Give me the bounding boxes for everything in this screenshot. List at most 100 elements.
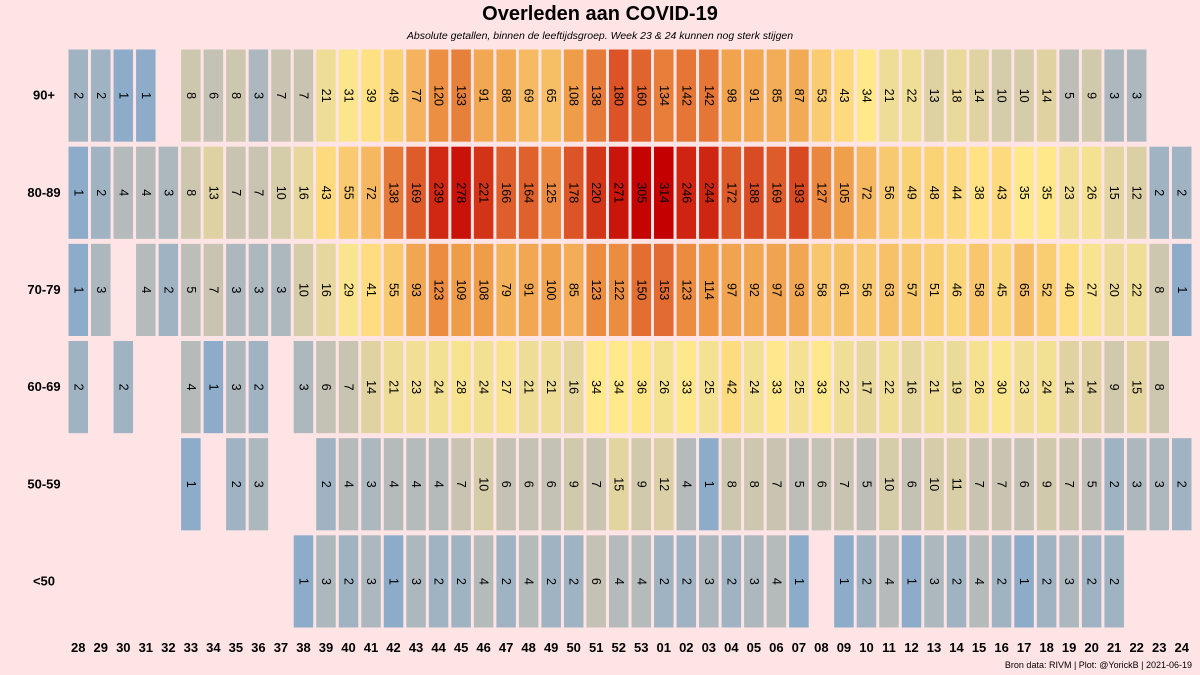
heatmap-cell [901,341,922,434]
heatmap-cell [1149,438,1169,531]
heatmap-cell [744,341,764,434]
cell-value-label: 14 [1085,380,1099,394]
heatmap-cell [563,146,584,239]
cell-value-label: 120 [432,85,446,106]
heatmap-cell [586,535,606,628]
heatmap-cell [654,243,674,336]
heatmap-cell [901,49,922,142]
cell-value-label: 138 [589,85,603,106]
cell-value-label: 5 [1085,481,1099,488]
heatmap-cell [789,535,809,628]
cell-value-label: 12 [657,477,671,491]
heatmap-cell [1014,49,1034,142]
cell-value-label: 150 [634,279,648,300]
column-label: 53 [634,640,648,655]
cell-value-label: 3 [1107,92,1121,99]
cell-value-label: 41 [364,283,378,297]
row-label: 70-79 [27,282,60,297]
heatmap-cell [293,341,314,434]
cell-value-label: 3 [319,578,333,585]
heatmap-cell [383,341,404,434]
heatmap-cell [248,243,269,336]
column-label: 20 [1084,640,1098,655]
cell-value-label: 14 [1062,380,1076,394]
cell-value-label: 35 [1040,186,1054,200]
cell-value-label: 122 [612,279,626,300]
cell-value-label: 4 [612,578,626,585]
heatmap-cell [293,243,314,336]
cell-value-label: 2 [567,578,581,585]
heatmap-cell [834,146,854,239]
heatmap-cell [473,243,494,336]
cell-value-label: 5 [792,481,806,488]
heatmap-cell [1014,146,1034,239]
heatmap-cell [383,49,404,142]
cell-value-label: 21 [882,89,896,103]
cell-value-label: 7 [296,92,310,99]
heatmap-cell [699,438,719,531]
column-label: 14 [949,640,964,655]
cell-value-label: 4 [139,286,153,293]
column-label: 22 [1129,640,1143,655]
cell-value-label: 1 [387,578,401,585]
cell-value-label: 1 [837,578,851,585]
column-label: 16 [994,640,1008,655]
column-label: 24 [1175,640,1190,655]
heatmap-cell [361,49,381,142]
cell-value-label: 6 [814,481,828,488]
cell-value-label: 79 [499,283,513,297]
cell-value-label: 7 [251,189,265,196]
cell-value-label: 3 [927,578,941,585]
cell-value-label: 2 [229,481,243,488]
cell-value-label: 29 [342,283,356,297]
heatmap-cell [1081,146,1102,239]
column-label: 29 [94,640,108,655]
cell-value-label: 21 [522,380,536,394]
cell-value-label: 2 [319,481,333,488]
cell-value-label: 34 [589,380,603,394]
heatmap-cell [518,341,539,434]
cell-value-label: 1 [184,481,198,488]
heatmap-cell [1081,49,1102,142]
cell-value-label: 3 [161,189,175,196]
cell-value-label: 4 [522,578,536,585]
cell-value-label: 22 [1130,283,1144,297]
cell-value-label: 49 [387,89,401,103]
cell-value-label: 7 [1062,481,1076,488]
cell-value-label: 98 [724,89,738,103]
heatmap-cell [969,438,989,531]
column-label: 11 [882,640,896,655]
heatmap-cell [586,243,606,336]
cell-value-label: 93 [409,283,423,297]
heatmap-cell [406,438,426,531]
cell-value-label: 2 [657,578,671,585]
cell-value-label: 35 [1017,186,1031,200]
heatmap-cell [68,146,89,239]
heatmap-cell [428,146,449,239]
cell-value-label: 6 [499,481,513,488]
heatmap-cell [338,49,359,142]
cell-value-label: 7 [206,286,220,293]
cell-value-label: 1 [702,481,716,488]
heatmap-cell [608,535,629,628]
cell-value-label: 4 [972,578,986,585]
cell-value-label: 4 [116,189,130,196]
column-label: 36 [251,640,265,655]
cell-value-label: 166 [499,182,513,203]
cell-value-label: 15 [1107,186,1121,200]
cell-value-label: 44 [950,186,964,200]
heatmap-cell [1126,341,1147,434]
cell-value-label: 16 [319,283,333,297]
heatmap-cell [811,438,832,531]
cell-value-label: 43 [995,186,1009,200]
column-label: 19 [1062,640,1076,655]
heatmap-cell [676,146,697,239]
cell-value-label: 114 [702,280,716,300]
column-label: 04 [724,640,739,655]
column-label: 33 [184,640,198,655]
cell-value-label: 2 [454,578,468,585]
column-label: 48 [521,640,535,655]
heatmap-cell [834,535,854,628]
cell-value-label: 3 [702,578,716,585]
cell-value-label: 3 [229,384,243,391]
